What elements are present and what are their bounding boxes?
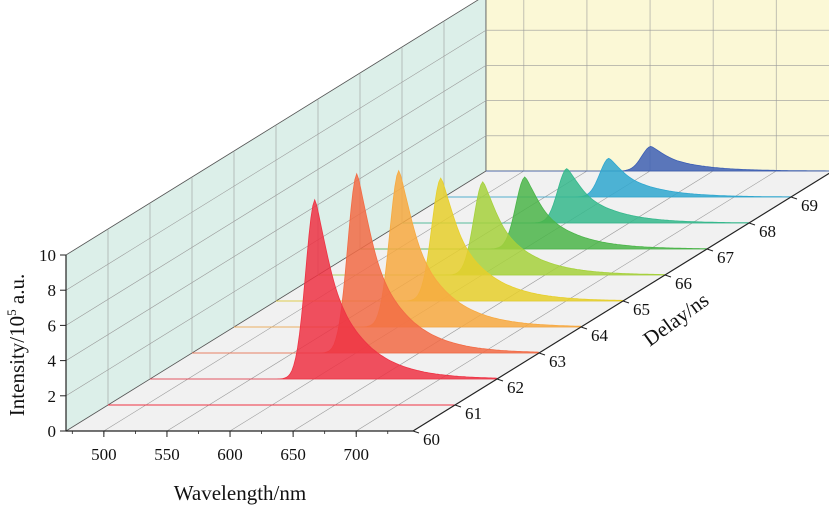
y-axis-title-main: Intensity/10 [5, 316, 29, 416]
z-tick-label: 60 [423, 430, 440, 449]
spectrum-68ns [402, 168, 750, 224]
z-tick-mark [412, 430, 420, 434]
z-tick-mark [790, 196, 798, 200]
z-tick-label: 64 [591, 326, 609, 345]
z-tick-label: 69 [801, 196, 818, 215]
z-axis-title: Delay/ns [639, 288, 714, 351]
x-tick-label: 500 [91, 445, 117, 464]
x-tick-label: 700 [343, 445, 369, 464]
y-axis-title-exponent: 5 [4, 309, 19, 316]
z-tick-mark [580, 326, 588, 330]
z-tick-label: 67 [717, 248, 735, 267]
z-tick-mark [664, 274, 672, 278]
z-tick-mark [538, 352, 546, 356]
z-tick-label: 62 [507, 378, 524, 397]
back-wall-panel [485, 0, 829, 172]
spectrum-69ns [444, 157, 792, 198]
y-tick-label: 0 [48, 422, 57, 441]
z-tick-label: 63 [549, 352, 566, 371]
x-tick-label: 550 [154, 445, 180, 464]
z-tick-mark [622, 300, 630, 304]
y-tick-label: 4 [48, 352, 57, 371]
x-tick-label: 650 [280, 445, 306, 464]
spectrum-64ns [234, 169, 582, 328]
y-tick-label: 10 [39, 246, 56, 265]
x-tick-label: 600 [217, 445, 243, 464]
x-axis-title: Wavelength/nm [174, 481, 306, 505]
z-tick-label: 68 [759, 222, 776, 241]
y-tick-label: 6 [48, 316, 57, 335]
spectrum-62ns [150, 198, 498, 380]
spectra-series [66, 145, 829, 432]
z-tick-mark [748, 222, 756, 226]
tick-labels: 500 550 600 650 7000246810606162636465666768… [39, 196, 818, 464]
y-axis-title-unit: a.u. [5, 274, 29, 310]
z-tick-label: 65 [633, 300, 650, 319]
z-tick-label: 61 [465, 404, 482, 423]
z-tick-label: 66 [675, 274, 692, 293]
y-axis-title: Intensity/105 a.u. [4, 274, 29, 416]
y-tick-label: 2 [48, 387, 57, 406]
z-tick-mark [496, 378, 504, 382]
spectrum-63ns [192, 172, 540, 354]
spectrum-70ns [486, 145, 829, 172]
z-tick-mark [454, 404, 462, 408]
z-tick-mark [706, 248, 714, 252]
y-tick-label: 8 [48, 281, 57, 300]
